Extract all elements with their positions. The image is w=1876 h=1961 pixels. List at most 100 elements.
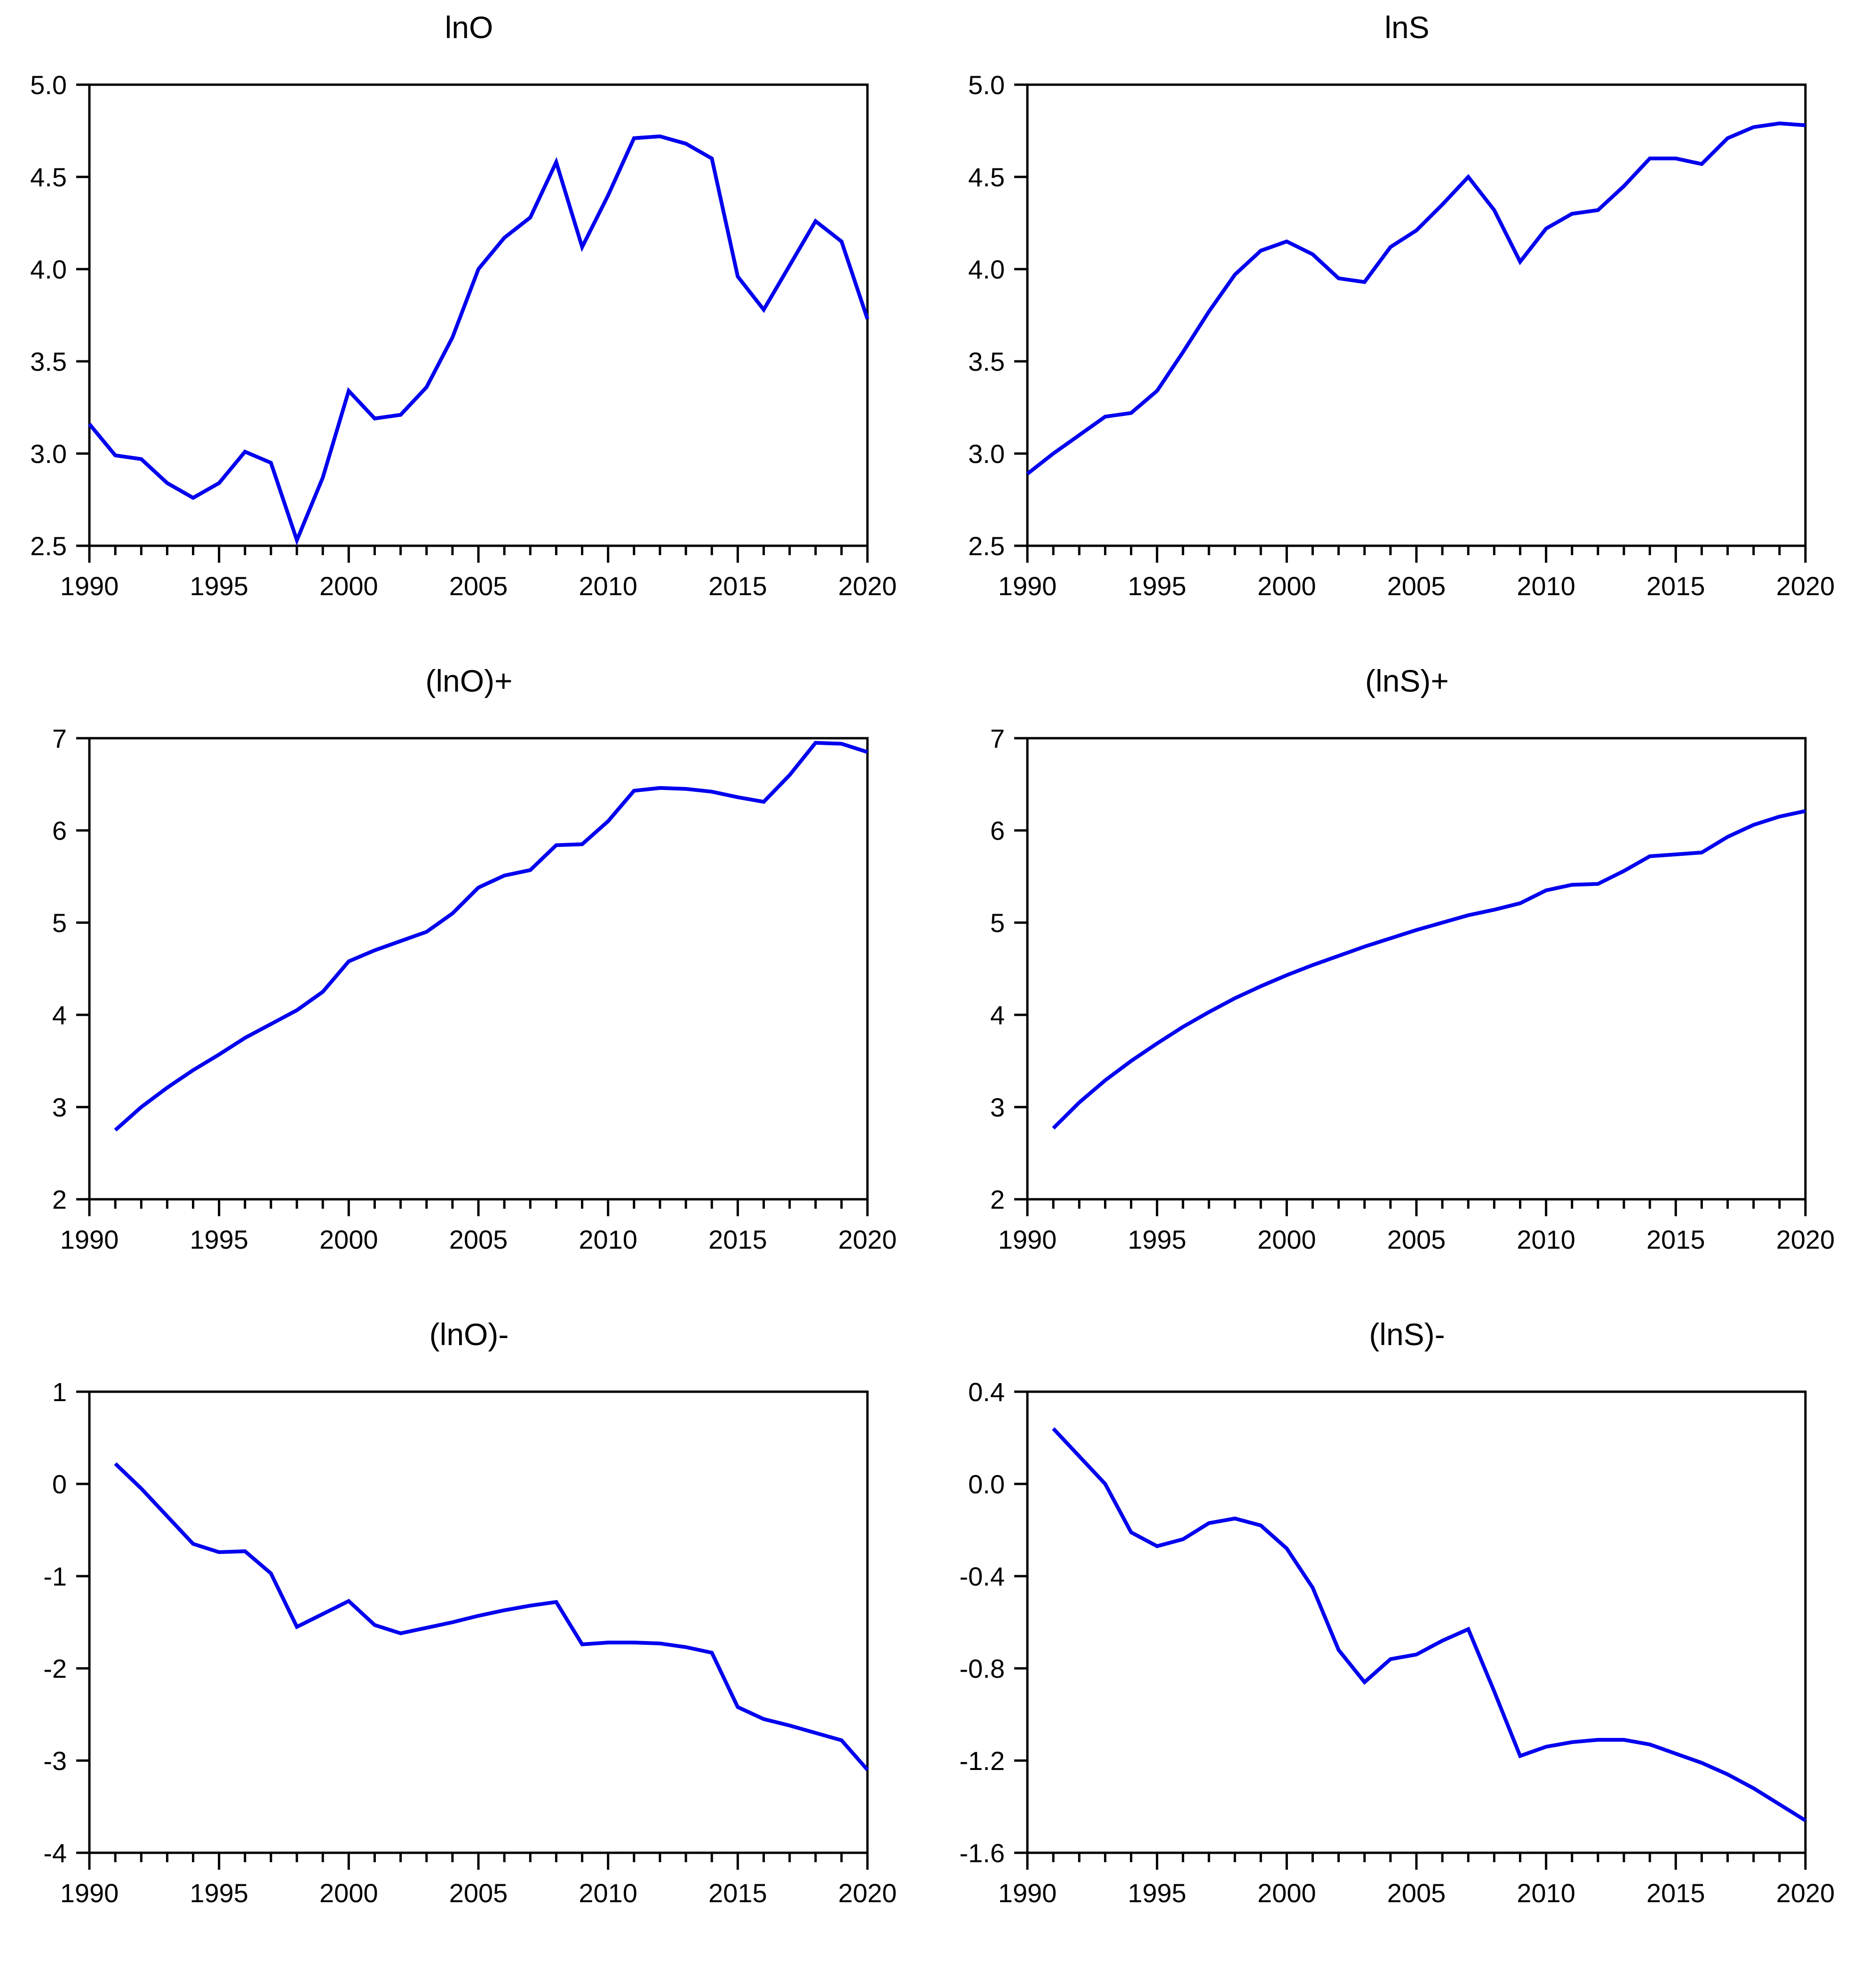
x-tick-label: 2005 (449, 1225, 508, 1254)
y-tick-label: 2 (52, 1185, 67, 1214)
x-tick-label: 2000 (1257, 1225, 1316, 1254)
x-tick-label: 2015 (708, 571, 767, 601)
plot-box (88, 737, 869, 1201)
x-tick-label: 2010 (579, 1878, 637, 1908)
chart-title-lno: lnO (445, 10, 493, 45)
y-tick-label: 5.0 (30, 70, 67, 100)
y-tick-label: 1 (52, 1377, 67, 1407)
y-tick-label: 7 (52, 724, 67, 753)
y-tick-label: 3 (990, 1092, 1005, 1122)
y-tick-label: 3.5 (968, 347, 1005, 376)
line-plot-lns: 2.5 3.0 3.5 4.0 4.5 5.0 1990 1995 2000 2005 2010 20… (968, 70, 1835, 601)
chart-title-lno-plus: (lnO)+ (425, 663, 513, 698)
y-tick-label: 5 (990, 908, 1005, 938)
plot-box (88, 83, 869, 547)
y-tick-label: 4 (52, 1000, 67, 1030)
chart-title-lns-plus: (lnS)+ (1365, 663, 1449, 698)
x-tick-label: 2015 (1646, 1878, 1705, 1908)
line-plot-lno: 2.5 3.0 3.5 4.0 4.5 5.0 1990 1995 2000 2005 2010 20… (30, 70, 897, 601)
x-tick-label: 2000 (319, 1878, 378, 1908)
x-tick-label: 1995 (1128, 1225, 1186, 1254)
x-tick-label: 2005 (1387, 1878, 1446, 1908)
chart-cell-lno-plus: (lnO)+ 2 3 4 5 6 7 1990 1995 2000 2005 2010 2015 202… (0, 654, 938, 1307)
x-tick-label: 1995 (1128, 1878, 1186, 1908)
plot-box (1026, 83, 1807, 547)
x-tick-label: 2000 (1257, 1878, 1316, 1908)
x-tick-label: 1990 (998, 1225, 1057, 1254)
x-tick-label: 2005 (449, 1878, 508, 1908)
chart-cell-lno: lnO 2.5 3.0 3.5 4.0 4.5 5.0 1990 1995 2000 2005 20… (0, 0, 938, 654)
x-tick-label: 2010 (579, 1225, 637, 1254)
line-plot-lno-minus: -4 -3 -2 -1 0 1 1990 1995 2000 2005 2010 2015 2020 (43, 1377, 897, 1908)
x-tick-label: 1995 (190, 1225, 248, 1254)
y-tick-label: 6 (990, 816, 1005, 845)
x-tick-label: 2020 (838, 571, 897, 601)
x-tick-label: 1990 (998, 1878, 1057, 1908)
x-tick-label: 2015 (1646, 1225, 1705, 1254)
y-tick-label: 4.5 (968, 162, 1005, 192)
x-tick-label: 2015 (1646, 571, 1705, 601)
chart-title-lns-minus: (lnS)- (1369, 1317, 1445, 1352)
y-tick-label: 2.5 (968, 531, 1005, 561)
y-tick-label: 5 (52, 908, 67, 938)
x-tick-label: 2020 (838, 1225, 897, 1254)
x-tick-label: 1995 (190, 1878, 248, 1908)
line-plot-lno-plus: 2 3 4 5 6 7 1990 1995 2000 2005 2010 2015 2020 (52, 724, 897, 1254)
y-tick-label: 0.0 (968, 1469, 1005, 1499)
series-line (1026, 121, 1806, 476)
y-tick-label: 3.0 (968, 439, 1005, 469)
plot-box (88, 1390, 869, 1854)
y-tick-label: -3 (43, 1746, 67, 1776)
line-plot-lns-plus: 2 3 4 5 6 7 1990 1995 2000 2005 2010 2015 2020 (990, 724, 1835, 1254)
series-line (1052, 809, 1806, 1130)
series-line (114, 741, 868, 1132)
y-tick-label: 3.0 (30, 439, 67, 469)
x-tick-label: 2020 (1776, 1878, 1835, 1908)
x-tick-label: 2000 (319, 571, 378, 601)
x-tick-label: 2010 (1517, 1225, 1575, 1254)
y-tick-label: -1.6 (960, 1838, 1005, 1868)
plot-box (1026, 737, 1807, 1201)
x-tick-label: 1995 (190, 571, 248, 601)
series-line (114, 1462, 869, 1771)
x-tick-label: 2005 (1387, 571, 1446, 601)
x-tick-label: 1990 (60, 571, 119, 601)
chart-title-lno-minus: (lnO)- (429, 1317, 509, 1352)
x-tick-label: 1990 (998, 571, 1057, 601)
y-tick-label: 4 (990, 1000, 1005, 1030)
y-tick-label: 4.0 (968, 255, 1005, 284)
chart-cell-lns-plus: (lnS)+ 2 3 4 5 6 7 1990 1995 2000 2005 2010 2015 202… (938, 654, 1876, 1307)
line-plot-lns-minus: -1.6 -1.2 -0.8 -0.4 0.0 0.4 1990 1995 2000 2005 20… (960, 1377, 1835, 1908)
chart-cell-lns: lnS 2.5 3.0 3.5 4.0 4.5 5.0 1990 1995 2000 2005 20… (938, 0, 1876, 654)
x-tick-label: 1995 (1128, 571, 1186, 601)
x-tick-label: 1990 (60, 1878, 119, 1908)
y-tick-label: -1 (43, 1562, 67, 1591)
y-tick-label: 2.5 (30, 531, 67, 561)
y-tick-label: -2 (43, 1654, 67, 1683)
chart-cell-lno-minus: (lnO)- -4 -3 -2 -1 0 1 1990 1995 2000 2005 2010 201… (0, 1307, 938, 1961)
x-tick-label: 2010 (579, 571, 637, 601)
x-tick-label: 2010 (1517, 571, 1575, 601)
plot-box (1026, 1390, 1807, 1854)
x-tick-label: 2000 (319, 1225, 378, 1254)
chart-cell-lns-minus: (lnS)- -1.6 -1.2 -0.8 -0.4 0.0 0.4 1990 1995 200… (938, 1307, 1876, 1961)
x-tick-label: 2020 (1776, 1225, 1835, 1254)
y-tick-label: 0.4 (968, 1377, 1005, 1407)
x-tick-label: 2000 (1257, 571, 1316, 601)
y-tick-label: 4.0 (30, 255, 67, 284)
series-line (87, 134, 869, 546)
y-tick-label: -0.4 (960, 1562, 1005, 1591)
y-tick-label: 5.0 (968, 70, 1005, 100)
y-tick-label: -1.2 (960, 1746, 1005, 1776)
chart-title-lns: lnS (1384, 10, 1430, 45)
x-tick-label: 2020 (1776, 571, 1835, 601)
series-line (1052, 1427, 1807, 1822)
y-tick-label: 4.5 (30, 162, 67, 192)
y-tick-label: -0.8 (960, 1654, 1005, 1683)
x-tick-label: 2020 (838, 1878, 897, 1908)
y-tick-label: 6 (52, 816, 67, 845)
y-tick-label: 3.5 (30, 347, 67, 376)
x-tick-label: 2015 (708, 1225, 767, 1254)
y-tick-label: 3 (52, 1092, 67, 1122)
